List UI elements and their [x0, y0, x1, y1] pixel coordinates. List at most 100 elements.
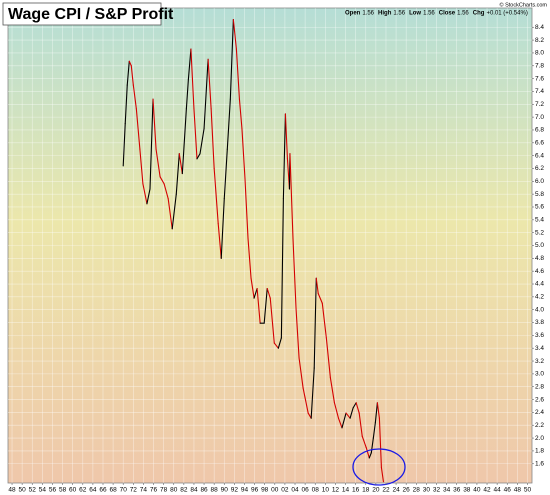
- x-tick-label: 20: [372, 487, 380, 494]
- line-segment: [155, 148, 161, 178]
- line-segment: [333, 402, 340, 419]
- quote-label: Close: [439, 11, 456, 17]
- x-tick-label: 54: [39, 487, 47, 494]
- line-segment: [152, 98, 157, 150]
- y-tick-label: 5.4: [535, 217, 544, 224]
- line-segment: [253, 287, 258, 299]
- line-segment: [124, 84, 128, 125]
- x-tick-label: 52: [29, 487, 37, 494]
- y-tick-label: 5.6: [535, 204, 544, 211]
- y-tick-label: 8.4: [535, 24, 544, 31]
- grid: [8, 8, 532, 483]
- quote-label: Low: [409, 11, 421, 17]
- x-tick-label: 28: [413, 487, 421, 494]
- y-tick-label: 4.2: [535, 294, 544, 301]
- y-tick-label: 3.8: [535, 319, 544, 326]
- x-tick-label: 02: [281, 487, 289, 494]
- x-tick-label: 14: [342, 487, 350, 494]
- line-segment: [349, 407, 354, 419]
- line-segment: [146, 188, 151, 205]
- line-segment: [126, 60, 130, 86]
- line-segment: [325, 337, 331, 379]
- line-segment: [277, 337, 282, 349]
- x-tick-label: 78: [160, 487, 168, 494]
- y-tick-label: 6.0: [535, 178, 544, 185]
- x-tick-label: 80: [170, 487, 178, 494]
- line-segment: [229, 19, 234, 100]
- y-tick-label: 7.0: [535, 114, 544, 121]
- x-tick-label: 34: [443, 487, 451, 494]
- line-segment: [329, 377, 335, 404]
- line-segment: [370, 437, 374, 454]
- line-segment: [244, 178, 249, 239]
- line-segment: [298, 357, 304, 389]
- line-segment: [247, 237, 252, 279]
- line-segment: [263, 287, 268, 324]
- line-segment: [130, 65, 134, 86]
- x-tick-label: 82: [180, 487, 188, 494]
- y-tick-label: 3.2: [535, 358, 544, 365]
- line-segment: [361, 435, 367, 449]
- line-segment: [374, 402, 378, 424]
- line-segment: [207, 58, 212, 110]
- line-segment: [241, 128, 246, 180]
- line-segment: [175, 153, 180, 195]
- y-tick-label: 5.8: [535, 191, 544, 198]
- line-segment: [368, 452, 372, 459]
- x-tick-label: 58: [59, 487, 67, 494]
- x-tick-label: 10: [322, 487, 330, 494]
- line-segment: [238, 98, 243, 130]
- line-segment: [282, 113, 286, 200]
- line-segment: [355, 402, 360, 414]
- chart-title: Wage CPI / S&P Profit: [8, 6, 174, 23]
- line-segment: [196, 153, 201, 160]
- y-tick-label: 1.8: [535, 448, 544, 455]
- y-tick-label: 4.4: [535, 281, 544, 288]
- x-tick-label: 12: [332, 487, 340, 494]
- x-tick-label: 60: [69, 487, 77, 494]
- line-segment: [235, 48, 240, 100]
- y-tick-label: 5.0: [535, 242, 544, 249]
- line-segment: [149, 98, 154, 190]
- x-tick-label: 88: [211, 487, 219, 494]
- quote-label: Chg: [473, 11, 485, 17]
- x-tick-label: 74: [140, 487, 148, 494]
- x-tick-label: 22: [382, 487, 390, 494]
- y-tick-label: 3.4: [535, 345, 544, 352]
- axes: 1.6 1.8 2.0 2.2 2.4 2.6 2.8 3.0 3.2 3.4 3.6 3.8 4.0 4…: [8, 24, 544, 494]
- quote-value: 1.56: [393, 11, 405, 17]
- line-segment: [213, 167, 219, 225]
- y-tick-label: 6.6: [535, 140, 544, 147]
- line-segment: [315, 277, 319, 295]
- line-segment: [199, 128, 205, 155]
- y-tick-label: 2.0: [535, 435, 544, 442]
- x-tick-label: 64: [89, 487, 97, 494]
- y-tick-label: 4.6: [535, 268, 544, 275]
- line-segment: [266, 287, 271, 299]
- y-tick-label: 8.2: [535, 37, 544, 44]
- line-segment: [317, 293, 323, 304]
- line-segment: [159, 176, 165, 185]
- y-tick-label: 4.0: [535, 306, 544, 313]
- line-segment: [292, 237, 297, 309]
- y-tick-label: 3.6: [535, 332, 544, 339]
- line-segment: [269, 297, 275, 344]
- source: © StockCharts.com: [500, 1, 548, 8]
- x-tick-label: 26: [403, 487, 411, 494]
- y-tick-label: 7.6: [535, 75, 544, 82]
- x-tick-label: 92: [231, 487, 239, 494]
- line-segment: [372, 422, 376, 439]
- line-segment: [203, 58, 209, 130]
- x-tick-label: 40: [473, 487, 481, 494]
- line-segment: [280, 198, 284, 339]
- x-tick-label: 70: [120, 487, 128, 494]
- x-tick-label: 36: [453, 487, 461, 494]
- y-tick-label: 2.2: [535, 422, 544, 429]
- y-tick-label: 2.6: [535, 396, 544, 403]
- x-tick-label: 30: [423, 487, 431, 494]
- x-tick-label: 00: [271, 487, 279, 494]
- line-segment: [135, 108, 141, 150]
- quote-label: Open: [345, 11, 361, 17]
